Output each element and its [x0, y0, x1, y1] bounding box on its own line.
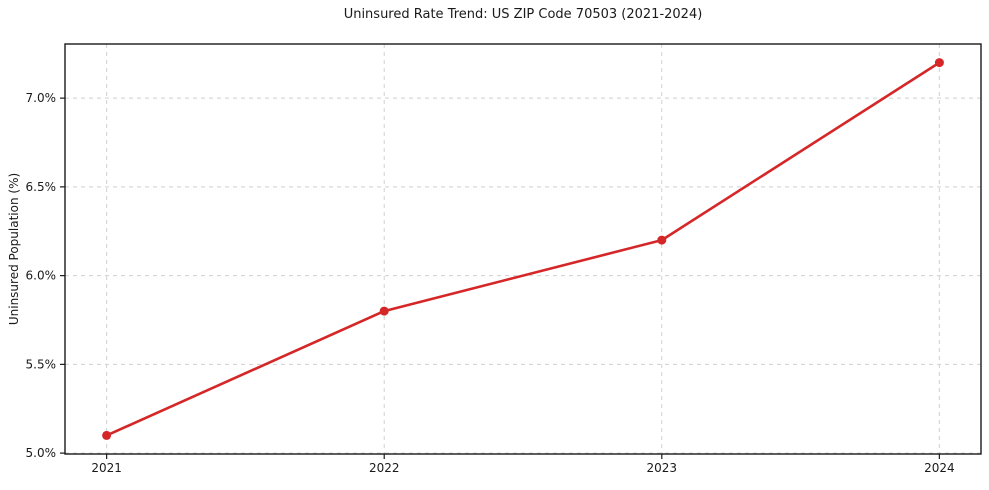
y-tick-label: 5.5%	[26, 357, 57, 371]
x-tick-label: 2023	[647, 461, 678, 475]
y-tick-label: 6.5%	[26, 180, 57, 194]
x-tick-label: 2022	[369, 461, 400, 475]
y-tick-label: 5.0%	[26, 446, 57, 460]
data-point-marker	[934, 58, 944, 68]
chart-title: Uninsured Rate Trend: US ZIP Code 70503 …	[343, 7, 703, 22]
y-tick-label: 6.0%	[26, 269, 57, 283]
data-point-marker	[379, 306, 389, 316]
data-point-marker	[657, 235, 667, 245]
x-tick-label: 2024	[924, 461, 955, 475]
y-tick-label: 7.0%	[26, 91, 57, 105]
plot-border	[64, 43, 982, 455]
data-point-marker	[102, 430, 112, 440]
series-line	[105, 61, 941, 437]
x-tick-label: 2021	[91, 461, 122, 475]
